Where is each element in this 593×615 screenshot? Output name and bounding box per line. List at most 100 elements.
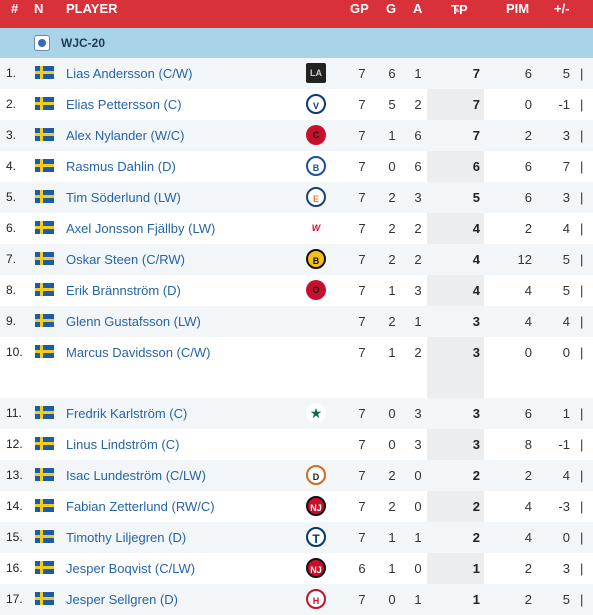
ducks-logo-icon[interactable]: D xyxy=(306,465,326,485)
games-played: 7 xyxy=(358,437,366,452)
goals: 5 xyxy=(388,97,396,112)
goals: 2 xyxy=(388,221,396,236)
canucks-logo-icon[interactable]: V xyxy=(306,94,326,114)
column-separator: | xyxy=(580,97,584,112)
nation-column-header[interactable]: N xyxy=(34,1,44,16)
plus-minus: 5 xyxy=(562,66,570,81)
goals: 0 xyxy=(388,592,396,607)
plus-minus: 5 xyxy=(562,283,570,298)
goals: 0 xyxy=(388,406,396,421)
games-played: 7 xyxy=(358,499,366,514)
g-column-header[interactable]: G xyxy=(386,1,397,16)
player-name-link[interactable]: Tim Söderlund (LW) xyxy=(66,190,181,205)
player-row: 4. Rasmus Dahlin (D) B 7 0 6 6 6 7 | xyxy=(0,151,593,182)
assists: 3 xyxy=(414,437,422,452)
column-separator: | xyxy=(580,406,584,421)
plus-minus: -1 xyxy=(558,97,570,112)
sort-desc-icon: ▲ xyxy=(453,5,461,14)
player-name-link[interactable]: Marcus Davidsson (C/W) xyxy=(66,345,211,360)
player-name-link[interactable]: Jesper Sellgren (D) xyxy=(66,592,178,607)
player-name-link[interactable]: Linus Lindström (C) xyxy=(66,437,180,452)
assists: 2 xyxy=(414,345,422,360)
goals: 2 xyxy=(388,314,396,329)
sweden-flag-icon xyxy=(35,97,54,110)
assists: 0 xyxy=(414,468,422,483)
player-rank: 12. xyxy=(6,437,23,451)
stars-logo-icon[interactable]: ★ xyxy=(306,403,326,423)
goals: 2 xyxy=(388,499,396,514)
plus-minus: 4 xyxy=(562,468,570,483)
goals: 1 xyxy=(388,345,396,360)
capitals-logo-icon[interactable]: W xyxy=(306,218,326,238)
player-name-link[interactable]: Isac Lundeström (C/LW) xyxy=(66,468,206,483)
player-rank: 15. xyxy=(6,530,23,544)
maple-leafs-logo-icon[interactable]: T xyxy=(306,527,326,547)
games-played: 7 xyxy=(358,252,366,267)
column-separator: | xyxy=(580,190,584,205)
player-name-link[interactable]: Fredrik Karlström (C) xyxy=(66,406,188,421)
oilers-logo-icon[interactable]: E xyxy=(306,187,326,207)
player-name-link[interactable]: Oskar Steen (C/RW) xyxy=(66,252,185,267)
blackhawks-logo-icon[interactable]: C xyxy=(306,125,326,145)
games-played: 7 xyxy=(358,97,366,112)
penalty-minutes: 2 xyxy=(524,221,532,236)
games-played: 7 xyxy=(358,159,366,174)
bruins-logo-icon[interactable]: B xyxy=(306,249,326,269)
penalty-minutes: 2 xyxy=(524,592,532,607)
assists: 1 xyxy=(414,530,422,545)
sweden-flag-icon xyxy=(35,592,54,605)
player-name-link[interactable]: Lias Andersson (C/W) xyxy=(66,66,193,81)
player-name-link[interactable]: Fabian Zetterlund (RW/C) xyxy=(66,499,215,514)
player-row: 1. Lias Andersson (C/W) LA 7 6 1 7 6 5 | xyxy=(0,58,593,89)
sabres-logo-icon[interactable]: B xyxy=(306,156,326,176)
total-points: 3 xyxy=(472,406,480,421)
player-name-link[interactable]: Jesper Boqvist (C/LW) xyxy=(66,561,196,576)
sweden-flag-icon xyxy=(35,128,54,141)
player-name-link[interactable]: Erik Brännström (D) xyxy=(66,283,181,298)
senators-logo-icon[interactable]: O xyxy=(306,280,326,300)
devils-logo-icon[interactable]: NJ xyxy=(306,558,326,578)
player-name-link[interactable]: Glenn Gustafsson (LW) xyxy=(66,314,201,329)
player-name-link[interactable]: Rasmus Dahlin (D) xyxy=(66,159,176,174)
plus-minus-column-header[interactable]: +/- xyxy=(554,1,570,16)
player-column-header[interactable]: PLAYER xyxy=(66,1,118,16)
plus-minus: 5 xyxy=(562,252,570,267)
sweden-flag-icon xyxy=(35,314,54,327)
player-row: 16. Jesper Boqvist (C/LW) NJ 6 1 0 1 2 3 | xyxy=(0,553,593,584)
penalty-minutes: 8 xyxy=(524,437,532,452)
a-column-header[interactable]: A xyxy=(413,1,423,16)
column-separator: | xyxy=(580,345,584,360)
player-row: 13. Isac Lundeström (C/LW) D 7 2 0 2 2 4 | xyxy=(0,460,593,491)
plus-minus: 4 xyxy=(562,314,570,329)
league-logo-icon xyxy=(34,35,50,51)
games-played: 7 xyxy=(358,592,366,607)
gp-column-header[interactable]: GP xyxy=(350,1,369,16)
kings-logo-icon[interactable]: LA xyxy=(306,63,326,83)
column-separator: | xyxy=(580,128,584,143)
player-rank: 7. xyxy=(6,252,17,266)
player-rank: 10. xyxy=(6,345,23,359)
total-points: 5 xyxy=(472,190,480,205)
penalty-minutes: 4 xyxy=(524,283,532,298)
hurricanes-logo-icon[interactable]: H xyxy=(306,589,326,609)
player-name-link[interactable]: Alex Nylander (W/C) xyxy=(66,128,185,143)
player-name-link[interactable]: Axel Jonsson Fjällby (LW) xyxy=(66,221,216,236)
player-row: 14. Fabian Zetterlund (RW/C) NJ 7 2 0 2 4 -3 | xyxy=(0,491,593,522)
pim-column-header[interactable]: PIM xyxy=(506,1,530,16)
column-separator: | xyxy=(580,499,584,514)
player-rank: 13. xyxy=(6,468,23,482)
player-row: 11. Fredrik Karlström (C) ★ 7 0 3 3 6 1 | xyxy=(0,398,593,429)
penalty-minutes: 0 xyxy=(524,345,532,360)
league-name[interactable]: WJC-20 xyxy=(61,36,106,50)
total-points: 1 xyxy=(472,592,480,607)
goals: 6 xyxy=(388,66,396,81)
devils-logo-icon[interactable]: NJ xyxy=(306,496,326,516)
plus-minus: 1 xyxy=(562,406,570,421)
player-row: 12. Linus Lindström (C) 7 0 3 3 8 -1 | xyxy=(0,429,593,460)
penalty-minutes: 4 xyxy=(524,499,532,514)
player-rank: 16. xyxy=(6,561,23,575)
assists: 6 xyxy=(414,128,422,143)
player-name-link[interactable]: Elias Pettersson (C) xyxy=(66,97,182,112)
total-points: 7 xyxy=(472,66,480,81)
player-name-link[interactable]: Timothy Liljegren (D) xyxy=(66,530,187,545)
